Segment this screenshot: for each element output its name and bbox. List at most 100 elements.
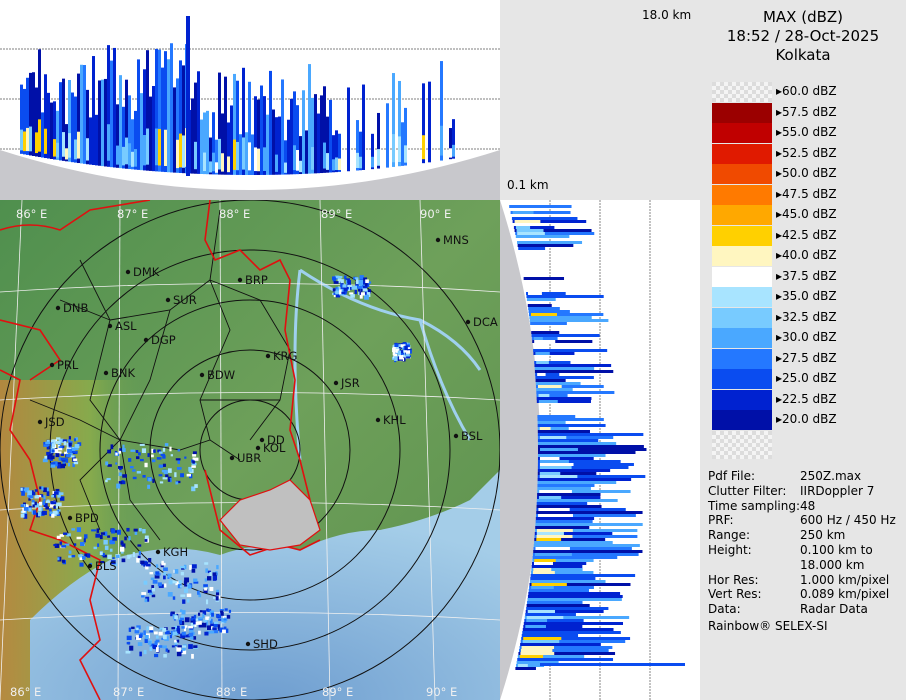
- map-echo-pixel: [50, 501, 54, 505]
- map-echo-pixel: [51, 513, 55, 518]
- scale-swatch: [712, 143, 772, 164]
- side-echo-row: [534, 538, 606, 541]
- map-echo-pixel: [144, 535, 149, 540]
- map-echo-pixel: [20, 487, 23, 491]
- side-echo-row: [535, 376, 594, 379]
- scale-label: ▸47.5 dBZ: [776, 186, 837, 201]
- map-echo-pixel: [56, 535, 61, 539]
- map-echo-pixel: [109, 548, 113, 552]
- side-echo-row: [537, 460, 621, 463]
- map-echo-pixel: [343, 275, 347, 280]
- side-echo-row: [537, 487, 591, 490]
- scale-swatch: [712, 225, 772, 246]
- map-echo-pixel: [149, 626, 154, 631]
- info-panel: MAX (dBZ) 18:52 / 28-Oct-2025 Kolkata ▸6…: [700, 0, 906, 700]
- map-echo-pixel: [184, 577, 190, 583]
- scale-swatch: [712, 389, 772, 410]
- map-echo-pixel: [155, 635, 159, 639]
- top-echo-column: [329, 99, 332, 173]
- side-echo-row: [537, 475, 646, 478]
- map-echo-pixel: [398, 344, 402, 347]
- radar-map[interactable]: 86° E 87° E 88° E 89° E 90° E 86° E 87° …: [0, 200, 500, 700]
- map-echo-pixel: [62, 460, 66, 465]
- meta-value: 250 km: [800, 528, 846, 543]
- map-echo-pixel: [54, 543, 60, 548]
- map-echo-pixel: [152, 579, 158, 584]
- map-echo-pixel: [137, 642, 143, 646]
- map-echo-pixel: [162, 455, 166, 459]
- map-echo-pixel: [213, 596, 217, 599]
- map-echo-pixel: [138, 528, 142, 532]
- side-echo-row: [537, 484, 595, 487]
- map-echo-pixel: [46, 451, 51, 456]
- map-echo-pixel: [365, 292, 371, 297]
- map-echo-pixel: [41, 486, 44, 491]
- top-echo-core: [68, 133, 71, 158]
- top-echo-core: [293, 145, 296, 171]
- top-echo-core: [56, 142, 59, 158]
- side-echo-row: [535, 529, 638, 532]
- map-echo-pixel: [139, 651, 142, 657]
- lon-labels-bottom: 86° E 87° E 88° E 89° E 90° E: [10, 685, 457, 699]
- side-echo-core: [539, 472, 561, 475]
- top-echo-column: [233, 73, 236, 175]
- map-echo-pixel: [176, 628, 181, 634]
- top-echo-core: [392, 134, 395, 163]
- map-echo-pixel: [51, 439, 56, 445]
- map-echo-pixel: [46, 487, 49, 493]
- map-echo-pixel: [192, 460, 195, 464]
- map-echo-pixel: [33, 510, 37, 515]
- map-echo-pixel: [161, 562, 166, 566]
- map-echo-pixel: [103, 539, 108, 545]
- top-echo-core: [38, 119, 41, 152]
- map-echo-pixel: [144, 538, 148, 542]
- map-echo-pixel: [129, 554, 132, 558]
- map-echo-pixel: [224, 628, 229, 633]
- top-echo-column: [254, 96, 257, 175]
- map-echo-pixel: [131, 626, 135, 629]
- map-echo-pixel: [191, 462, 197, 466]
- side-echo-row: [536, 499, 618, 502]
- map-echo-pixel: [345, 284, 349, 289]
- side-echo-row: [526, 295, 604, 298]
- map-echo-pixel: [395, 348, 399, 353]
- side-echo-row: [518, 649, 609, 652]
- map-echo-pixel: [338, 275, 343, 279]
- map-echo-pixel: [142, 474, 146, 478]
- map-echo-pixel: [45, 500, 51, 503]
- side-echo-row: [537, 442, 617, 445]
- top-echo-core: [263, 147, 266, 171]
- side-echo-row: [537, 421, 566, 424]
- side-echo-row: [536, 514, 636, 517]
- top-echo-core: [158, 128, 161, 166]
- top-echo-column: [116, 104, 119, 168]
- side-echo-core: [528, 292, 542, 295]
- top-echo-core: [218, 138, 221, 170]
- scale-label: ▸35.0 dBZ: [776, 289, 837, 303]
- top-echo-column: [182, 65, 185, 174]
- side-echo-core: [531, 586, 554, 589]
- lon-label-87-bottom: 87° E: [113, 685, 144, 699]
- top-echo-column: [245, 132, 248, 175]
- map-echo-pixel: [191, 568, 196, 573]
- map-echo-pixel: [342, 284, 347, 288]
- side-echo-row: [518, 652, 616, 655]
- side-echo-row: [528, 313, 604, 316]
- map-echo-pixel: [45, 441, 51, 445]
- map-echo-pixel: [34, 495, 40, 499]
- map-echo-pixel: [168, 580, 173, 585]
- map-echo-pixel: [182, 599, 186, 604]
- top-echo-core: [335, 157, 338, 171]
- map-echo-pixel: [155, 639, 160, 643]
- meta-value: 0.100 km to: [800, 543, 873, 557]
- map-echo-pixel: [161, 637, 164, 640]
- scale-swatch: [712, 102, 772, 123]
- top-echo-core: [254, 147, 257, 172]
- map-echo-pixel: [43, 441, 47, 447]
- map-echo-pixel: [207, 609, 212, 613]
- city-dot-bpd: [67, 515, 73, 521]
- side-echo-row: [530, 571, 594, 574]
- map-echo-pixel: [132, 552, 136, 558]
- state-borders: [0, 200, 321, 700]
- meta-value: 0.089 km/pixel: [800, 587, 890, 602]
